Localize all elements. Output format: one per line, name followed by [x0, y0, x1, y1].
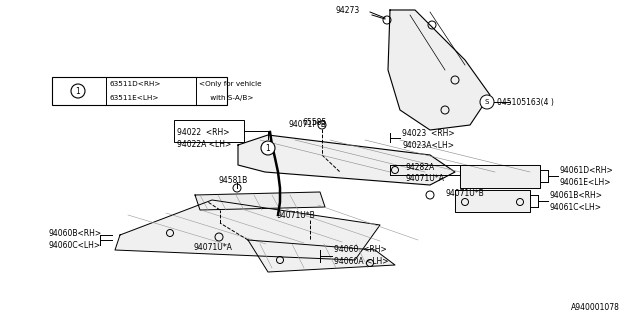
- Circle shape: [71, 84, 85, 98]
- Text: 94282A: 94282A: [405, 163, 435, 172]
- Polygon shape: [388, 10, 490, 130]
- Polygon shape: [248, 240, 395, 272]
- Text: 94022  <RH>: 94022 <RH>: [177, 127, 230, 137]
- Text: with S-A/B>: with S-A/B>: [199, 95, 253, 101]
- Text: 94071U*A: 94071U*A: [405, 173, 444, 182]
- Text: 94060C<LH>: 94060C<LH>: [48, 242, 100, 251]
- Text: 94071U*A: 94071U*A: [193, 244, 232, 252]
- Text: 1: 1: [76, 86, 81, 95]
- Text: 94022A <LH>: 94022A <LH>: [177, 140, 231, 148]
- Text: A940001078: A940001078: [571, 303, 620, 312]
- Text: 94071U*B: 94071U*B: [445, 188, 484, 197]
- Text: 94061E<LH>: 94061E<LH>: [560, 178, 611, 187]
- Text: 1: 1: [266, 143, 270, 153]
- Text: 94581B: 94581B: [218, 175, 247, 185]
- Text: 94071U*B: 94071U*B: [276, 211, 315, 220]
- Bar: [174, 120, 244, 142]
- Text: <Only for vehicle: <Only for vehicle: [199, 81, 262, 87]
- Circle shape: [480, 95, 494, 109]
- Text: 94060  <RH>: 94060 <RH>: [334, 245, 387, 254]
- Text: 045105163(4 ): 045105163(4 ): [497, 98, 554, 107]
- Text: S: S: [485, 99, 489, 105]
- Bar: [52, 77, 227, 105]
- Polygon shape: [460, 165, 540, 188]
- Circle shape: [261, 141, 275, 155]
- Text: 94060A <LH>: 94060A <LH>: [334, 258, 388, 267]
- Text: 94071P*B: 94071P*B: [288, 119, 326, 129]
- Text: 94061C<LH>: 94061C<LH>: [550, 203, 602, 212]
- Polygon shape: [115, 200, 380, 260]
- Text: 94060B<RH>: 94060B<RH>: [48, 229, 101, 238]
- Text: 63511E<LH>: 63511E<LH>: [109, 95, 159, 101]
- Text: 94023  <RH>: 94023 <RH>: [402, 129, 454, 138]
- Text: 94061D<RH>: 94061D<RH>: [560, 165, 614, 174]
- Polygon shape: [455, 190, 530, 212]
- Text: 94023A<LH>: 94023A<LH>: [402, 140, 454, 149]
- Polygon shape: [195, 192, 325, 210]
- Text: 94273: 94273: [335, 5, 359, 14]
- Text: 65585: 65585: [302, 117, 326, 126]
- Text: 63511D<RH>: 63511D<RH>: [109, 81, 161, 87]
- Text: 94061B<RH>: 94061B<RH>: [550, 190, 603, 199]
- Polygon shape: [238, 135, 455, 185]
